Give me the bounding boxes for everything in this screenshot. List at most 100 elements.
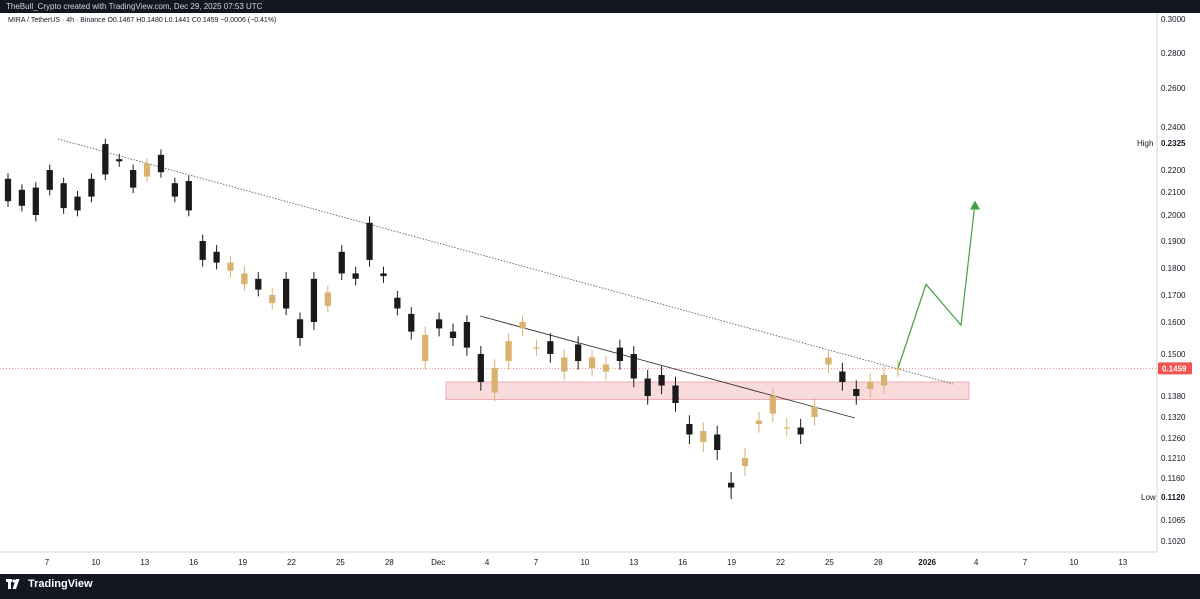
time-tick-label: 10 — [91, 558, 100, 567]
projection-arrowhead — [970, 200, 980, 210]
support-zone — [445, 381, 970, 400]
time-tick-label: 4 — [974, 558, 979, 567]
candle-body — [533, 347, 540, 349]
candle-body — [338, 251, 345, 274]
candle-body — [727, 482, 735, 488]
tradingview-brand-name: TradingView — [28, 578, 93, 590]
time-tick-label: 13 — [1118, 558, 1127, 567]
time-tick-label: 13 — [629, 558, 638, 567]
price-tick-label: 0.1320 — [1161, 413, 1186, 422]
candle-body — [171, 183, 179, 197]
candle-body — [241, 273, 248, 285]
time-tick-label: 16 — [189, 558, 198, 567]
candle-body — [783, 427, 790, 429]
price-tick-label: 0.2800 — [1161, 49, 1186, 58]
candle-body — [547, 341, 554, 354]
candle-body — [449, 331, 457, 338]
candle-body — [324, 292, 331, 306]
candle-body — [199, 241, 206, 260]
time-tick-label: 22 — [287, 558, 296, 567]
candle-body — [74, 196, 81, 211]
time-tick-label: 7 — [1023, 558, 1028, 567]
time-tick-label: 28 — [874, 558, 883, 567]
time-tick-label: 28 — [385, 558, 394, 567]
tradingview-logo-icon — [6, 579, 20, 589]
low-marker-label: Low — [1141, 493, 1156, 502]
candle-body — [588, 357, 596, 368]
candle-body — [116, 159, 123, 162]
low-marker-value: 0.1120 — [1161, 493, 1186, 502]
high-marker-label: High — [1137, 139, 1153, 148]
time-tick-label: 25 — [336, 558, 345, 567]
candle-body — [18, 189, 26, 206]
candle-body — [686, 424, 693, 435]
candle-body — [143, 163, 151, 177]
tradingview-footer: TradingView — [0, 574, 1200, 599]
time-tick-label: Dec — [431, 558, 445, 567]
candle-body — [32, 187, 39, 215]
candle-body — [366, 222, 373, 260]
candle-body — [185, 181, 192, 211]
price-tick-label: 0.1380 — [1161, 392, 1186, 401]
current-price-badge — [1158, 362, 1192, 375]
candle-body — [213, 251, 220, 263]
price-tick-label: 0.2100 — [1161, 188, 1186, 197]
candle-body — [88, 178, 95, 197]
candle-body — [296, 319, 304, 338]
candle-body — [811, 406, 818, 417]
tradingview-brand[interactable]: TradingView — [6, 578, 93, 590]
price-tick-label: 0.2600 — [1161, 84, 1186, 93]
candle-body — [630, 354, 637, 379]
candle-body — [797, 427, 804, 435]
price-chart[interactable]: MIRA / TetherUS · 4h · Binance O0.1467 H… — [0, 13, 1200, 574]
candle-body — [519, 322, 526, 329]
candle-body — [4, 178, 12, 202]
candle-body — [477, 354, 484, 382]
price-tick-label: 0.1800 — [1161, 264, 1186, 273]
candle-body — [463, 322, 471, 348]
time-tick-label: 13 — [140, 558, 149, 567]
candle-body — [227, 262, 234, 271]
candle-body — [102, 144, 109, 175]
candle-body — [825, 357, 832, 365]
candle-body — [714, 434, 721, 450]
candle-body — [575, 344, 582, 361]
candle-body — [352, 273, 359, 279]
time-tick-label: 7 — [45, 558, 50, 567]
time-tick-label: 19 — [727, 558, 736, 567]
price-tick-label: 0.1900 — [1161, 237, 1186, 246]
candle-body — [769, 396, 776, 414]
chart-credit: TheBull_Crypto created with TradingView.… — [6, 2, 263, 11]
candle-body — [700, 431, 707, 442]
candle-body — [561, 357, 568, 372]
time-tick-label: 16 — [678, 558, 687, 567]
short-descending-trendline — [479, 315, 856, 419]
candle-body — [853, 389, 860, 396]
candle-body — [602, 364, 610, 372]
price-tick-label: 0.1500 — [1161, 350, 1186, 359]
candle-body — [880, 375, 888, 386]
time-tick-label: 22 — [776, 558, 785, 567]
price-tick-label: 0.1600 — [1161, 318, 1186, 327]
candle-body — [894, 368, 902, 370]
candle-body — [130, 170, 137, 188]
candle-body — [60, 183, 67, 209]
price-tick-label: 0.2400 — [1161, 123, 1186, 132]
candle-body — [422, 334, 429, 361]
candle-body — [505, 341, 512, 361]
price-tick-label: 0.1160 — [1161, 474, 1185, 483]
candle-body — [616, 347, 624, 361]
candle-body — [282, 278, 290, 309]
candle-body — [157, 154, 165, 173]
candle-body — [672, 385, 679, 403]
symbol-ohlc-line: MIRA / TetherUS · 4h · Binance O0.1467 H… — [8, 17, 276, 24]
candle-body — [46, 170, 53, 190]
chart-credit-bar: TheBull_Crypto created with TradingView.… — [0, 0, 1200, 13]
candle-body — [741, 458, 749, 466]
time-tick-label: 2026 — [918, 558, 936, 567]
candle-body — [435, 319, 443, 329]
time-tick-label: 19 — [238, 558, 247, 567]
price-tick-label: 0.3000 — [1161, 15, 1186, 24]
high-marker-value: 0.2325 — [1161, 139, 1186, 148]
candle-body — [269, 295, 276, 304]
